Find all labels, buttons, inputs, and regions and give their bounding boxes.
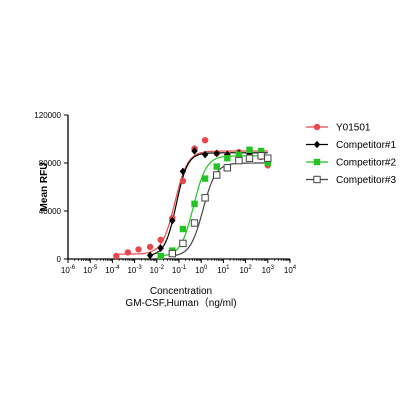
legend-label: Competitor#3: [336, 175, 396, 186]
x-tick-label: 100: [195, 265, 208, 275]
data-point: [235, 156, 243, 165]
data-point: [235, 151, 243, 158]
x-tick-label: 101: [217, 265, 230, 275]
data-point: [213, 171, 221, 179]
y-tick-label: 80000: [39, 159, 62, 168]
fit-curve-2: [160, 155, 268, 257]
data-point: [157, 236, 164, 243]
y-tick-label: 0: [57, 255, 62, 264]
data-point: [124, 249, 132, 256]
x-tick-label: 10-2: [150, 265, 165, 275]
x-axis-title: Concentration: [150, 286, 212, 297]
fit-curve-0: [116, 150, 268, 255]
data-point: [191, 147, 198, 155]
data-point: [157, 244, 164, 252]
x-tick-label: 10-6: [61, 265, 76, 275]
data-point: [245, 154, 254, 162]
data-point: [201, 194, 209, 202]
data-point: [113, 252, 120, 260]
legend-item: Competitor#1: [306, 140, 396, 151]
x-axis-subtitle: GM-CSF,Human（ng/ml): [125, 297, 236, 309]
data-point: [157, 252, 164, 260]
y-tick-label: 40000: [39, 207, 62, 216]
data-point: [146, 251, 154, 260]
x-axis-ticks: 10-6 10-5 10-4 10-3 10-2 10-1 100 101 102 103 104: [61, 259, 297, 275]
data-point: [264, 159, 271, 167]
data-point: [169, 216, 176, 225]
data-point: [257, 147, 265, 155]
data-point: [191, 200, 198, 207]
y-tick-label: 120000: [34, 111, 61, 120]
legend-marker: [313, 123, 321, 131]
data-point: [168, 249, 177, 258]
data-point: [246, 146, 253, 153]
data-point: [213, 163, 220, 170]
data-point: [179, 167, 187, 176]
fit-curve-1: [150, 152, 268, 256]
y-axis-title: Mean RFU: [39, 163, 50, 212]
y-axis-ticks: 0 40000 80000 120000: [34, 111, 68, 264]
legend-item: Y01501: [306, 123, 371, 134]
x-tick-label: 104: [284, 265, 297, 275]
data-point: [223, 164, 232, 172]
x-tick-label: 103: [262, 265, 275, 275]
x-tick-label: 10-4: [105, 265, 120, 275]
data-point: [264, 154, 272, 162]
data-point: [190, 219, 199, 227]
fit-curve-3: [172, 162, 268, 257]
legend-marker: [313, 140, 321, 149]
data-point: [179, 239, 187, 248]
data-point: [146, 243, 154, 251]
x-tick-label: 10-3: [127, 265, 142, 275]
data-point: [224, 155, 231, 162]
legend-item: Competitor#3: [306, 175, 396, 186]
data-point: [135, 246, 142, 253]
data-points: [113, 137, 272, 260]
legend-item: Competitor#2: [306, 158, 396, 169]
data-point: [201, 150, 209, 159]
data-point: [201, 137, 209, 144]
legend: Y01501 Competitor#1 Competitor#2 Competitor…: [306, 123, 396, 186]
data-point: [257, 152, 265, 160]
data-point: [179, 225, 187, 233]
legend-label: Competitor#1: [336, 140, 396, 151]
data-point: [179, 177, 187, 185]
x-tick-label: 102: [239, 265, 252, 275]
legend-label: Y01501: [336, 123, 371, 134]
legend-label: Competitor#2: [336, 158, 396, 169]
x-tick-label: 10-5: [83, 265, 98, 275]
data-point: [201, 175, 209, 182]
data-point: [213, 149, 220, 158]
legend-marker: [313, 175, 321, 184]
x-tick-label: 10-1: [172, 265, 187, 275]
legend-marker: [313, 158, 321, 166]
